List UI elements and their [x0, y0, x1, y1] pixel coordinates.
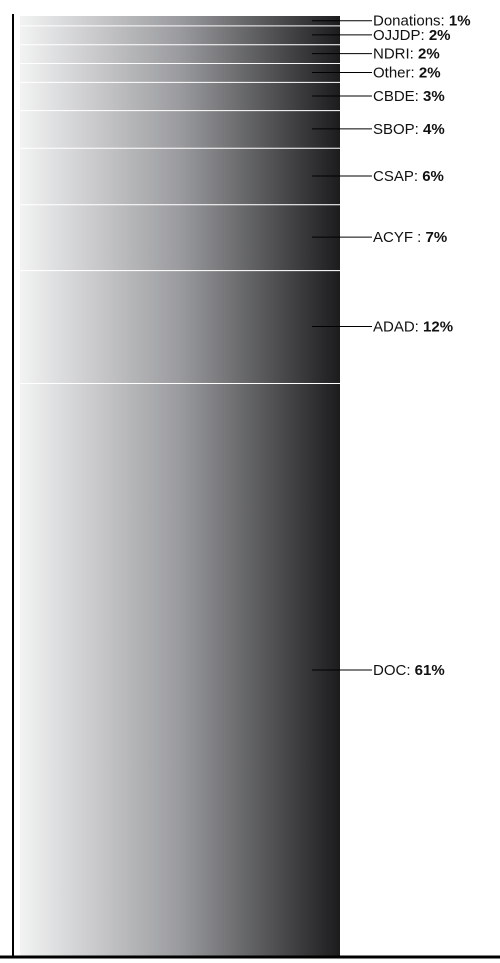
segment-labels: DOC: 61% ADAD: 12% ACYF : 7% CSAP: 6% SBOP: … — [312, 13, 471, 679]
segment-value: 3% — [423, 88, 445, 105]
bar-segment-other — [20, 63, 340, 82]
segment-label-ndri: NDRI: 2% — [373, 46, 440, 63]
segment-name: OJJDP: — [373, 27, 429, 44]
segment-name: CSAP: — [373, 168, 422, 185]
segment-label-other: Other: 2% — [373, 64, 441, 81]
bar-segment-sbop — [20, 110, 340, 148]
segment-value: 1% — [449, 13, 471, 30]
segment-label-ojjdp: OJJDP: 2% — [373, 27, 451, 44]
segment-name: ADAD: — [373, 319, 423, 336]
bar-segment-cbde — [20, 81, 340, 111]
segment-label-sbop: SBOP: 4% — [373, 121, 445, 138]
segment-name: NDRI: — [373, 46, 418, 63]
segment-name: Donations: — [373, 13, 449, 30]
segment-value: 12% — [423, 319, 453, 336]
segment-name: ACYF : — [373, 229, 426, 246]
segment-label-adad: ADAD: 12% — [373, 319, 453, 336]
segment-label-acyf: ACYF : 7% — [373, 229, 447, 246]
bar-segment-acyf — [20, 204, 340, 271]
bar-segment-donations — [20, 16, 340, 26]
segment-value: 61% — [415, 662, 445, 679]
segment-name: DOC: — [373, 662, 415, 679]
bar-segment-csap — [20, 147, 340, 205]
bar-segment-doc — [20, 382, 340, 957]
segment-label-doc: DOC: 61% — [373, 662, 445, 679]
segment-name: SBOP: — [373, 121, 423, 138]
segment-label-cbde: CBDE: 3% — [373, 88, 445, 105]
bar-segments — [20, 16, 340, 957]
segment-value: 7% — [426, 229, 448, 246]
segment-value: 2% — [429, 27, 451, 44]
segment-value: 6% — [422, 168, 444, 185]
segment-value: 4% — [423, 121, 445, 138]
segment-name: CBDE: — [373, 88, 423, 105]
bar-segment-ndri — [20, 44, 340, 64]
segment-value: 2% — [419, 64, 441, 81]
segment-value: 2% — [418, 46, 440, 63]
bar-segment-ojjdp — [20, 25, 340, 45]
segment-name: Other: — [373, 64, 419, 81]
bar-segment-adad — [20, 270, 340, 383]
segment-label-csap: CSAP: 6% — [373, 168, 444, 185]
segment-label-donations: Donations: 1% — [373, 13, 471, 30]
